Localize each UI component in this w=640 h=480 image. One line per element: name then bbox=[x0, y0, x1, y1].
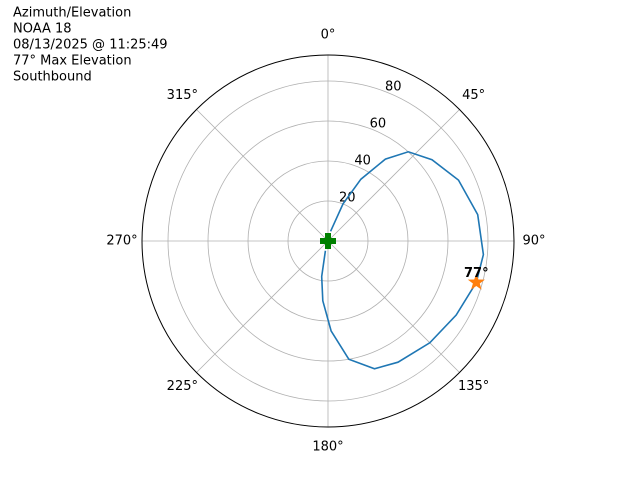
theta-tick-label: 180° bbox=[312, 440, 343, 455]
grid-spoke bbox=[327, 240, 460, 373]
r-tick-label: 80 bbox=[385, 80, 402, 95]
theta-tick-label: 135° bbox=[458, 379, 489, 394]
theta-tick-label: 45° bbox=[462, 88, 485, 103]
max-label: 77° bbox=[464, 266, 489, 281]
max-marker bbox=[467, 273, 485, 290]
polar-frame bbox=[141, 54, 515, 428]
title-line: 77° Max Elevation bbox=[13, 54, 132, 69]
r-tick-label: 60 bbox=[370, 117, 387, 132]
start-marker bbox=[320, 233, 336, 249]
title-line: Azimuth/Elevation bbox=[13, 6, 131, 21]
title-line: 08/13/2025 @ 11:25:49 bbox=[13, 38, 168, 53]
theta-tick-label: 315° bbox=[167, 88, 198, 103]
grid-spoke bbox=[196, 240, 329, 373]
grid-spoke bbox=[196, 109, 329, 242]
theta-tick-label: 0° bbox=[321, 28, 336, 43]
theta-tick-label: 90° bbox=[522, 234, 545, 249]
grid-spoke bbox=[327, 109, 460, 242]
r-tick-label: 40 bbox=[354, 154, 371, 169]
theta-tick-label: 225° bbox=[167, 379, 198, 394]
title-line: Southbound bbox=[13, 70, 92, 85]
theta-tick-label: 270° bbox=[106, 234, 137, 249]
title-line: NOAA 18 bbox=[13, 22, 72, 37]
